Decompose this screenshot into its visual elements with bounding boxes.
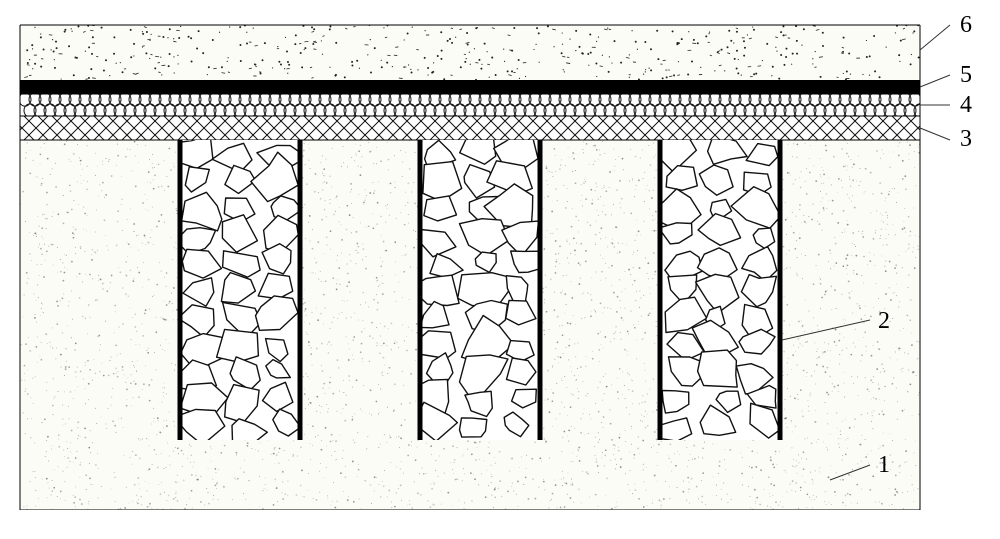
cellular-layer xyxy=(19,93,926,117)
crosshatch-layer xyxy=(0,116,958,140)
callout-label-6: 6 xyxy=(960,12,972,39)
top-speckle-layer xyxy=(20,24,920,81)
callout-label-5: 5 xyxy=(960,62,972,89)
rubble-pile xyxy=(405,128,546,442)
callout-label-2: 2 xyxy=(878,308,890,335)
callout-label-1: 1 xyxy=(878,452,890,479)
rubble-pile xyxy=(169,135,307,445)
cross-section-diagram xyxy=(0,0,1000,539)
piles-group xyxy=(169,128,781,445)
callout-label-4: 4 xyxy=(960,92,972,119)
callout-label-3: 3 xyxy=(960,126,972,153)
black-band-layer xyxy=(20,80,920,94)
rubble-pile xyxy=(648,134,781,441)
